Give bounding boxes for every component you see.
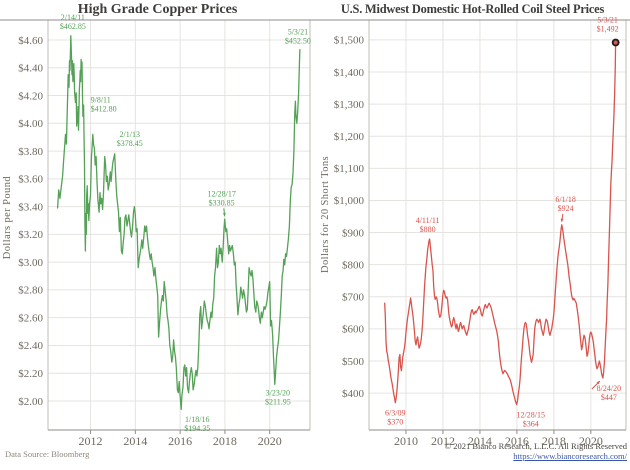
y-tick-label: $500 <box>342 356 365 368</box>
copper-chart-title: High Grade Copper Prices <box>77 2 238 17</box>
annotation-date: 2/1/13 <box>120 130 140 139</box>
x-tick-label: 2016 <box>168 434 192 448</box>
y-tick-label: $1,000 <box>334 195 365 207</box>
y-tick-label: $1,400 <box>334 67 365 79</box>
y-tick-label: $2.60 <box>18 312 43 324</box>
y-tick-label: $3.00 <box>18 257 43 269</box>
annotation-value: $378.45 <box>117 139 143 148</box>
y-tick-label: $1,300 <box>334 99 365 111</box>
x-tick-label: 2012 <box>79 434 103 448</box>
y-tick-label: $900 <box>342 227 365 239</box>
y-tick-label: $2.00 <box>18 396 43 408</box>
x-tick-label: 2020 <box>579 434 603 448</box>
annotation-date: 2/14/11 <box>61 13 85 22</box>
annotation-date: 4/11/11 <box>416 216 440 225</box>
y-tick-label: $2.40 <box>18 340 43 352</box>
annotation-value: $370 <box>387 418 403 427</box>
annotation-value: $194.35 <box>184 424 210 433</box>
x-tick-label: 2014 <box>468 434 492 448</box>
steel-price-line <box>384 41 617 406</box>
annotation-date: 9/8/11 <box>91 96 111 105</box>
x-tick-label: 2018 <box>213 434 237 448</box>
annotation-date: 5/3/21 <box>597 15 617 24</box>
y-tick-label: $800 <box>342 259 365 271</box>
annotation-value: $880 <box>420 225 436 234</box>
annotation-value: $330.85 <box>209 198 235 207</box>
annotation-date: 6/1/18 <box>555 195 575 204</box>
x-tick-label: 2012 <box>431 434 455 448</box>
figure-footer: © 2021 Bianco Research, L.L.C. All Right… <box>445 441 627 461</box>
annotation-date: 1/18/16 <box>185 415 209 424</box>
y-tick-label: $400 <box>342 388 365 400</box>
annotation-value: $211.95 <box>265 397 291 406</box>
copper-plot-area: 2012 2014 2016 2018 2020 $2.00 $2.20 $2.40 $2.60… <box>0 13 315 448</box>
annotation-arrowhead <box>560 218 564 222</box>
y-tick-label: $3.80 <box>18 146 43 158</box>
latest-point-marker <box>611 38 620 47</box>
steel-plot-area: 2010 2012 2014 2016 2018 2020 $400 $500 $600 $700… <box>315 15 630 448</box>
copper-chart-panel: High Grade Copper Prices Dollars per Pou… <box>0 2 315 448</box>
biancoresearch-link[interactable]: https://www.biancoresearch.com/ <box>513 451 627 461</box>
y-tick-label: $4.00 <box>18 118 43 130</box>
annotation-date: 8/24/20 <box>597 384 621 393</box>
y-tick-label: $1,100 <box>334 163 365 175</box>
y-tick-label: $3.40 <box>18 201 43 213</box>
copper-price-line <box>56 35 301 410</box>
annotation-date: 6/3/09 <box>385 409 405 418</box>
annotation-date: 5/3/21 <box>288 27 308 36</box>
y-tick-label: $3.20 <box>18 229 43 241</box>
annotation-value: $1,492 <box>597 24 619 33</box>
x-tick-label: 2010 <box>394 434 418 448</box>
data-source-note: Data Source: Bloomberg <box>5 449 90 459</box>
x-tick-label: 2020 <box>258 434 282 448</box>
annotation-value: $364 <box>523 420 539 429</box>
y-tick-label: $4.20 <box>18 90 43 102</box>
annotation-date: 12/28/15 <box>517 411 545 420</box>
annotation-value: $447 <box>601 393 617 402</box>
x-tick-label: 2014 <box>123 434 147 448</box>
annotation-value: $924 <box>558 204 574 213</box>
copyright-note: © 2021 Bianco Research, L.L.C. All Right… <box>444 441 627 451</box>
y-tick-label: $600 <box>342 324 365 336</box>
y-tick-label: $1,500 <box>334 35 365 47</box>
steel-chart-panel: U.S. Midwest Domestic Hot-Rolled Coil St… <box>315 0 630 470</box>
y-tick-label: $700 <box>342 292 365 304</box>
y-tick-label: $1,200 <box>334 131 365 143</box>
x-tick-label: 2016 <box>505 434 529 448</box>
y-tick-label: $2.20 <box>18 368 43 380</box>
y-tick-label: $4.60 <box>18 35 43 47</box>
x-tick-label: 2018 <box>542 434 566 448</box>
y-tick-label: $3.60 <box>18 174 43 186</box>
annotation-date: 3/23/20 <box>266 388 290 397</box>
annotation-date: 12/28/17 <box>207 189 235 198</box>
y-tick-label: $2.80 <box>18 285 43 297</box>
annotation-value: $452.50 <box>285 36 311 45</box>
annotation-value: $462.85 <box>60 22 86 31</box>
annotation-arrowhead <box>596 380 600 385</box>
y-tick-label: $4.40 <box>18 63 43 75</box>
annotation-arrowhead <box>222 213 226 217</box>
steel-chart-title: U.S. Midwest Domestic Hot-Rolled Coil St… <box>340 2 605 16</box>
annotation-value: $412.80 <box>91 105 117 114</box>
